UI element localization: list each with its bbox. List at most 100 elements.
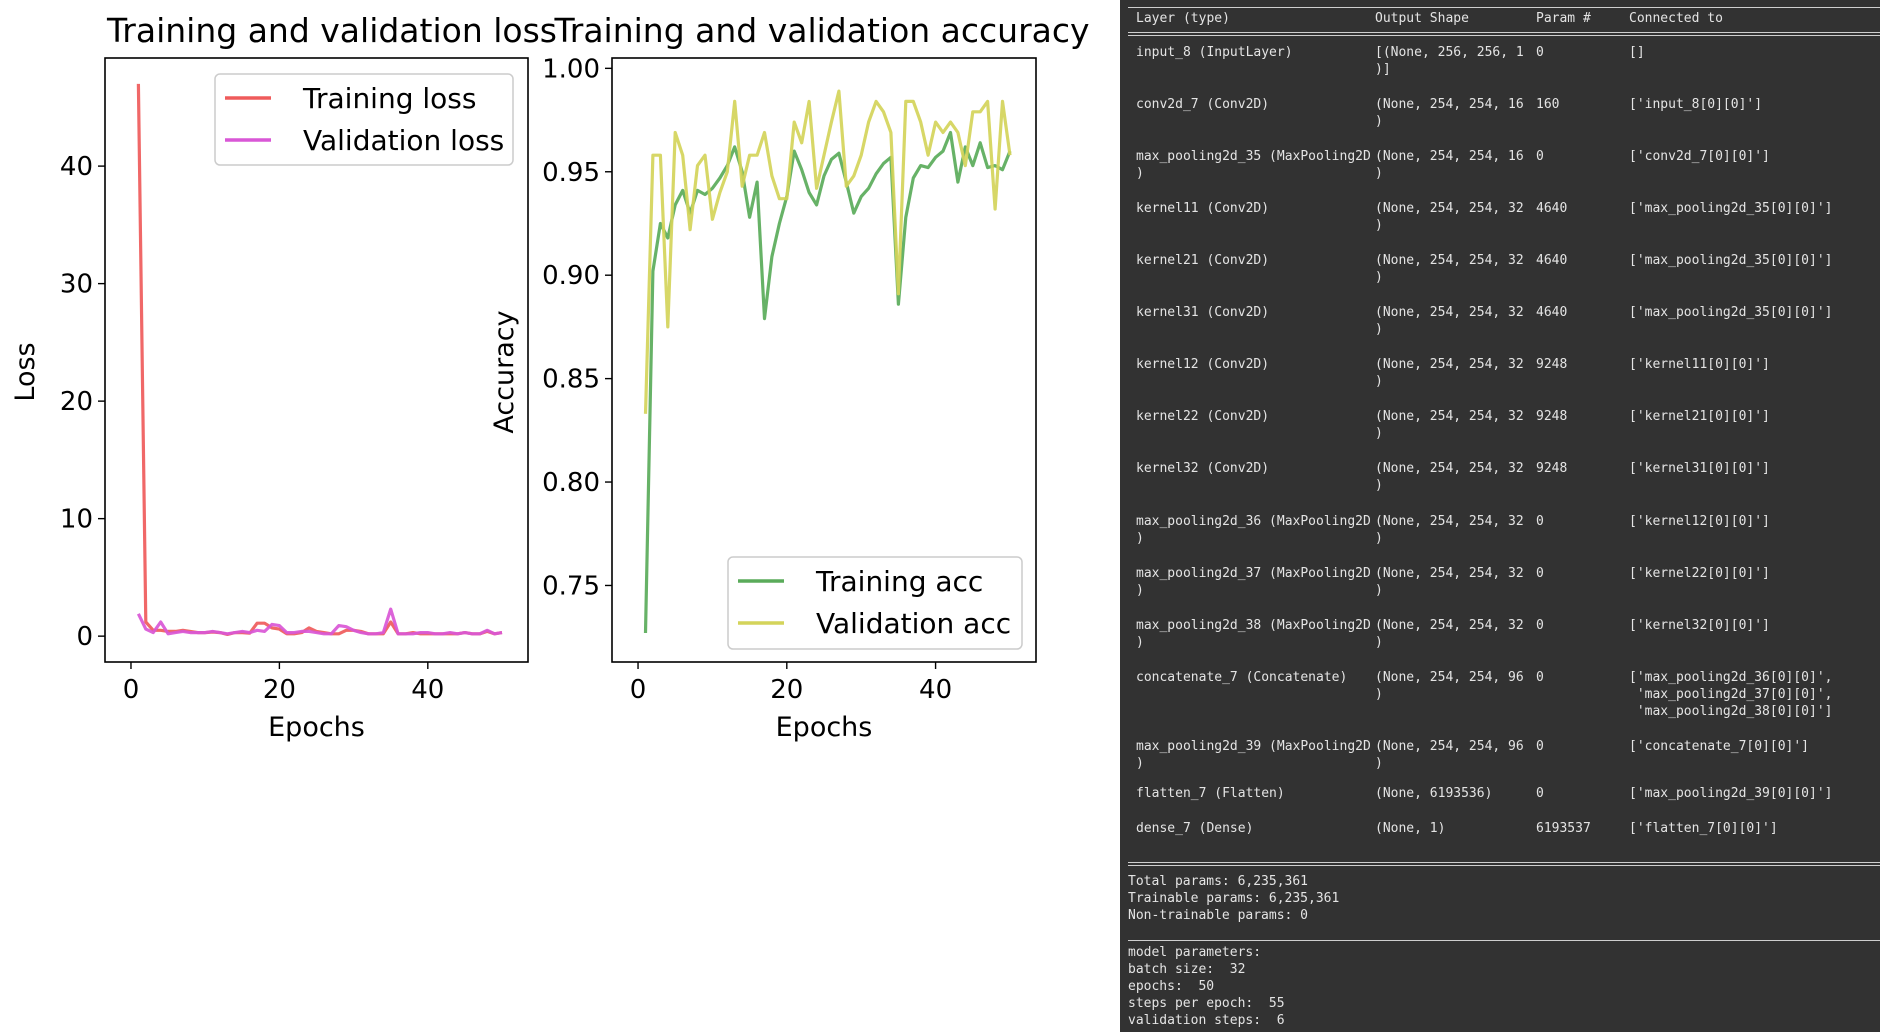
layer-output-shape-4: (None, 254, 254, 32 )	[1375, 201, 1524, 233]
chart2-y-axis-label: Accuracy	[489, 310, 520, 433]
layer-name-2: conv2d_7 (Conv2D)	[1136, 97, 1270, 112]
chart2-series-line-1	[643, 130, 1012, 634]
layer-name-7: kernel12 (Conv2D)	[1136, 357, 1270, 372]
layer-name-3: max_pooling2d_35 (MaxPooling2D )	[1136, 149, 1371, 181]
layer-output-shape-11: (None, 254, 254, 32 )	[1375, 566, 1524, 598]
summary-header-4: Connected to	[1629, 11, 1723, 26]
layer-output-shape-2: (None, 254, 254, 16 )	[1375, 97, 1524, 129]
layer-param-count-6: 4640	[1536, 305, 1568, 320]
layer-param-count-9: 9248	[1536, 461, 1568, 476]
layer-connected-to-15: ['max_pooling2d_39[0][0]']	[1629, 786, 1833, 801]
layer-connected-to-1: []	[1629, 45, 1645, 60]
layer-connected-to-13: ['max_pooling2d_36[0][0]', 'max_pooling2…	[1629, 670, 1833, 719]
layer-param-count-1: 0	[1536, 45, 1544, 60]
layer-name-8: kernel22 (Conv2D)	[1136, 409, 1270, 424]
layer-param-count-4: 4640	[1536, 201, 1568, 216]
layer-name-14: max_pooling2d_39 (MaxPooling2D )	[1136, 739, 1371, 771]
chart1-legend-box	[214, 73, 514, 166]
layer-output-shape-14: (None, 254, 254, 96 )	[1375, 739, 1524, 771]
layer-output-shape-16: (None, 1)	[1375, 821, 1446, 836]
layer-name-12: max_pooling2d_38 (MaxPooling2D )	[1136, 618, 1371, 650]
layer-param-count-12: 0	[1536, 618, 1544, 633]
layer-connected-to-14: ['concatenate_7[0][0]']	[1629, 739, 1810, 754]
summary-totals: Total params: 6,235,361 Trainable params…	[1128, 874, 1340, 923]
layer-name-10: max_pooling2d_36 (MaxPooling2D )	[1136, 514, 1371, 546]
chart2-x-tick-label-2: 20	[770, 675, 803, 705]
chart2-legend-label-2: Validation acc	[816, 607, 1011, 640]
layer-name-6: kernel31 (Conv2D)	[1136, 305, 1270, 320]
layer-output-shape-15: (None, 6193536)	[1375, 786, 1493, 801]
layer-output-shape-13: (None, 254, 254, 96 )	[1375, 670, 1524, 702]
chart2-y-tick-label-2: 0.80	[542, 468, 600, 498]
chart2-legend-box	[727, 556, 1023, 650]
layer-param-count-16: 6193537	[1536, 821, 1591, 836]
chart1-series-line-2	[136, 607, 503, 636]
layer-connected-to-7: ['kernel11[0][0]']	[1629, 357, 1770, 372]
chart1-x-tick-label-2: 20	[263, 675, 296, 705]
layer-name-16: dense_7 (Dense)	[1136, 821, 1254, 836]
chart2-x-axis-label: Epochs	[776, 712, 873, 743]
summary-header-rule	[1128, 32, 1880, 36]
layer-param-count-7: 9248	[1536, 357, 1568, 372]
chart1-y-axis-label: Loss	[10, 342, 41, 401]
chart1-y-tick-label-4: 30	[60, 270, 93, 300]
chart2-axes-frame	[611, 57, 1037, 663]
layer-param-count-13: 0	[1536, 670, 1544, 685]
layer-connected-to-6: ['max_pooling2d_35[0][0]']	[1629, 305, 1833, 320]
chart1-y-tick-label-2: 10	[60, 505, 93, 535]
layer-name-1: input_8 (InputLayer)	[1136, 45, 1293, 60]
layer-connected-to-10: ['kernel12[0][0]']	[1629, 514, 1770, 529]
chart2-y-tick-label-3: 0.85	[542, 365, 600, 395]
summary-top-rule	[1128, 7, 1880, 8]
chart2-series-line-2	[643, 89, 1012, 414]
layer-name-13: concatenate_7 (Concatenate)	[1136, 670, 1348, 685]
chart1-y-tick-label-3: 20	[60, 387, 93, 417]
layer-output-shape-6: (None, 254, 254, 32 )	[1375, 305, 1524, 337]
chart2-y-tick-label-6: 1.00	[542, 54, 600, 84]
layer-output-shape-8: (None, 254, 254, 32 )	[1375, 409, 1524, 441]
layer-output-shape-1: [(None, 256, 256, 1 )]	[1375, 45, 1524, 77]
layer-param-count-2: 160	[1536, 97, 1560, 112]
summary-totals-rule	[1128, 862, 1880, 866]
chart1-series-line-1	[136, 83, 503, 637]
layer-param-count-14: 0	[1536, 739, 1544, 754]
chart1-y-tick-label-5: 40	[60, 152, 93, 182]
layer-name-15: flatten_7 (Flatten)	[1136, 786, 1285, 801]
layer-connected-to-5: ['max_pooling2d_35[0][0]']	[1629, 253, 1833, 268]
layer-connected-to-8: ['kernel21[0][0]']	[1629, 409, 1770, 424]
charts-svg: Training and validation loss 0 20 40 0 10 20 30…	[10, 11, 1090, 743]
layer-output-shape-7: (None, 254, 254, 32 )	[1375, 357, 1524, 389]
chart2-title: Training and validation accuracy	[553, 11, 1089, 50]
chart2-x-tick-label-1: 0	[630, 675, 647, 705]
summary-params-rule	[1128, 940, 1880, 941]
chart2-x-tick-label-3: 40	[919, 675, 952, 705]
chart2-y-tick-label-5: 0.95	[542, 158, 600, 188]
chart2-legend-label-1: Training acc	[815, 565, 983, 598]
layer-connected-to-4: ['max_pooling2d_35[0][0]']	[1629, 201, 1833, 216]
chart1-y-tick-label-1: 0	[76, 622, 93, 652]
chart2-y-tick-label-4: 0.90	[542, 261, 600, 291]
layer-param-count-11: 0	[1536, 566, 1544, 581]
chart1-title: Training and validation loss	[106, 11, 557, 50]
layer-connected-to-3: ['conv2d_7[0][0]']	[1629, 149, 1770, 164]
layer-param-count-10: 0	[1536, 514, 1544, 529]
summary-header-2: Output Shape	[1375, 11, 1469, 26]
layer-connected-to-9: ['kernel31[0][0]']	[1629, 461, 1770, 476]
chart1-x-tick-label-3: 40	[411, 675, 444, 705]
summary-header-1: Layer (type)	[1136, 11, 1230, 26]
layer-name-9: kernel32 (Conv2D)	[1136, 461, 1270, 476]
chart1-legend-label-1: Training loss	[302, 82, 476, 115]
layer-param-count-8: 9248	[1536, 409, 1568, 424]
model-summary-panel: Layer (type) Output Shape Param # Connected…	[1120, 0, 1880, 1032]
chart1-legend-label-2: Validation loss	[303, 124, 504, 157]
model-parameters: model parameters: batch size: 32 epochs:…	[1128, 945, 1285, 1028]
charts-area: Training and validation loss 0 20 40 0 10 20 30…	[10, 11, 1090, 743]
layer-param-count-15: 0	[1536, 786, 1544, 801]
layer-param-count-5: 4640	[1536, 253, 1568, 268]
layer-connected-to-16: ['flatten_7[0][0]']	[1629, 821, 1778, 836]
layer-connected-to-12: ['kernel32[0][0]']	[1629, 618, 1770, 633]
layer-output-shape-9: (None, 254, 254, 32 )	[1375, 461, 1524, 493]
layer-name-11: max_pooling2d_37 (MaxPooling2D )	[1136, 566, 1371, 598]
layer-output-shape-5: (None, 254, 254, 32 )	[1375, 253, 1524, 285]
chart1-x-axis-label: Epochs	[268, 712, 365, 743]
